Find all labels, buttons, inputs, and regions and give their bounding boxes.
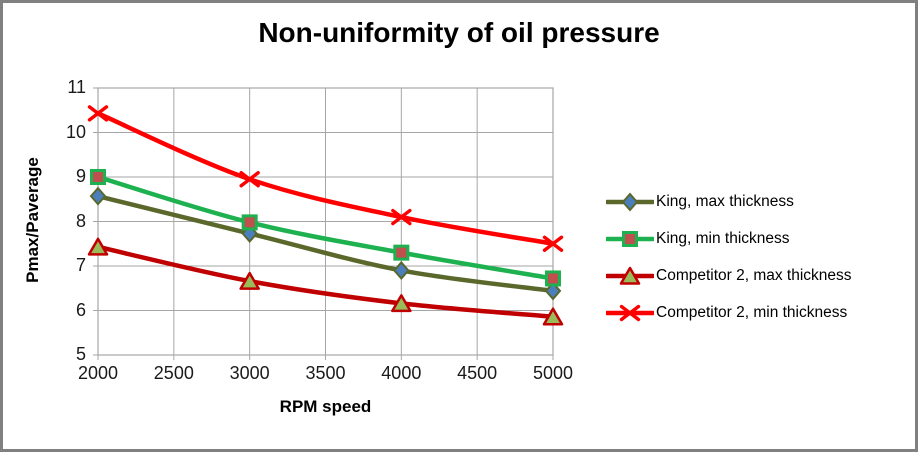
- legend-item: King, min thickness: [606, 229, 852, 249]
- legend-swatch-icon: [606, 231, 654, 247]
- legend: King, max thickness King, min thickness Co…: [606, 192, 852, 340]
- y-tick-label: 7: [75, 255, 86, 275]
- legend-swatch-icon: [606, 192, 654, 212]
- y-tick-label: 5: [75, 344, 86, 364]
- x-tick-label: 4000: [381, 363, 422, 383]
- y-tick-label: 8: [75, 210, 86, 231]
- legend-item: Competitor 2, max thickness: [606, 266, 852, 286]
- y-tick-label: 10: [65, 121, 86, 142]
- legend-swatch-icon: [606, 304, 654, 322]
- x-axis-title: RPM speed: [279, 397, 372, 416]
- x-tick-label: 5000: [532, 363, 574, 383]
- legend-label: Competitor 2, max thickness: [656, 267, 852, 284]
- x-tick-label: 2000: [77, 363, 119, 383]
- y-axis-title: Pmax/Paverage: [23, 157, 42, 283]
- legend-label: Competitor 2, min thickness: [656, 304, 848, 321]
- y-tick-label: 9: [75, 166, 86, 186]
- series-king-min-thickness: [90, 169, 561, 287]
- x-tick-label: 4500: [457, 363, 498, 383]
- y-tick-label: 11: [67, 77, 86, 97]
- legend-label: King, max thickness: [656, 193, 794, 210]
- series-competitor-2-min-thickness: [87, 105, 564, 252]
- series-competitor-2-max-thickness: [87, 237, 564, 326]
- legend-label: King, min thickness: [656, 230, 790, 247]
- legend-item: King, max thickness: [606, 192, 852, 212]
- x-tick-label: 3500: [305, 363, 346, 383]
- y-tick-label: 6: [75, 299, 86, 320]
- x-tick-label: 3000: [229, 363, 270, 383]
- legend-item: Competitor 2, min thickness: [606, 303, 852, 323]
- legend-swatch-icon: [606, 266, 654, 285]
- chart-title: Non-uniformity of oil pressure: [258, 17, 660, 48]
- x-tick-label: 2500: [153, 363, 194, 383]
